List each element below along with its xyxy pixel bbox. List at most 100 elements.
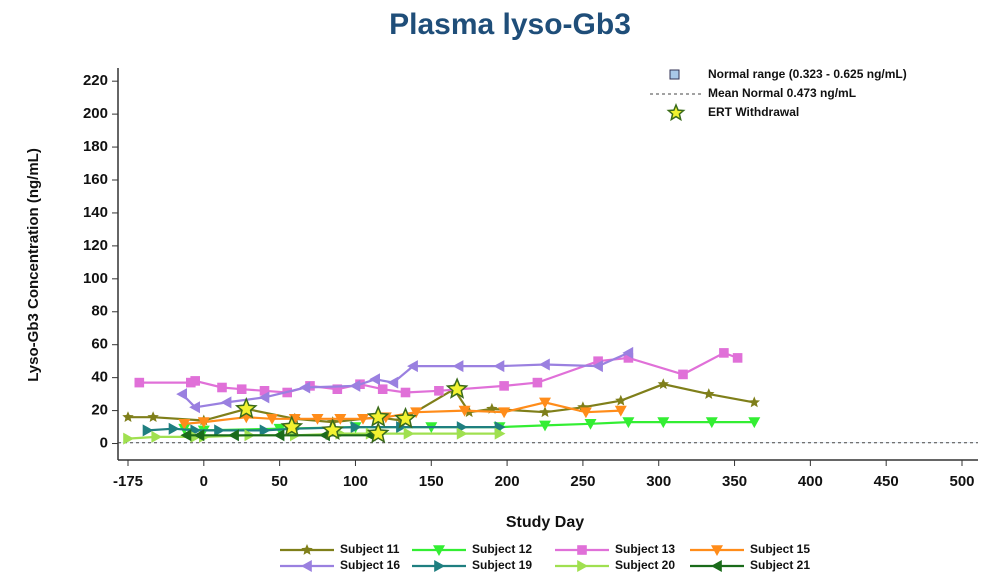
data-point xyxy=(452,360,464,373)
data-point xyxy=(311,414,324,425)
normal-range-band xyxy=(118,442,978,443)
event-marker xyxy=(280,415,304,437)
x-tick-label: 150 xyxy=(419,473,444,490)
data-point xyxy=(273,429,285,442)
data-point xyxy=(147,411,159,422)
data-point xyxy=(499,381,509,391)
data-point xyxy=(193,429,205,442)
legend-label: Subject 11 xyxy=(340,542,400,556)
data-point xyxy=(657,378,669,390)
x-tick-label: 400 xyxy=(798,473,823,490)
data-point xyxy=(217,382,227,393)
data-point xyxy=(178,419,191,430)
legend-label: Subject 20 xyxy=(615,558,675,572)
data-point xyxy=(539,397,551,409)
data-point xyxy=(614,405,627,417)
data-point xyxy=(732,353,743,363)
legend-swatch xyxy=(669,69,680,80)
data-point xyxy=(622,346,634,359)
data-point xyxy=(622,417,635,429)
data-point xyxy=(400,387,411,398)
x-tick-label: 100 xyxy=(343,473,368,490)
legend-label: Mean Normal 0.473 ng/mL xyxy=(708,86,856,100)
data-point xyxy=(410,407,423,419)
data-point xyxy=(387,376,399,389)
data-point xyxy=(377,384,388,394)
data-point xyxy=(703,388,715,399)
data-point xyxy=(122,411,134,422)
data-point xyxy=(236,384,247,394)
data-point xyxy=(190,376,200,386)
data-point xyxy=(180,429,192,442)
data-point xyxy=(168,422,180,435)
y-tick-label: 100 xyxy=(83,270,108,287)
y-tick-label: 60 xyxy=(91,336,108,353)
legend-label: Subject 13 xyxy=(615,542,675,556)
data-point xyxy=(539,420,551,432)
y-tick-label: 200 xyxy=(83,105,108,122)
y-tick-label: 120 xyxy=(83,237,108,254)
data-point xyxy=(592,360,603,373)
data-point xyxy=(189,401,200,414)
legend-label: Normal range (0.323 - 0.625 ng/mL) xyxy=(708,67,907,81)
data-point xyxy=(719,348,729,358)
data-point xyxy=(266,414,279,425)
data-point xyxy=(197,417,210,429)
y-tick-label: 180 xyxy=(83,138,108,155)
data-point xyxy=(134,377,145,388)
data-point xyxy=(407,360,418,373)
x-axis-label: Study Day xyxy=(506,514,584,531)
data-point xyxy=(214,424,225,437)
data-point xyxy=(142,424,154,437)
data-point xyxy=(334,414,347,425)
data-point xyxy=(615,394,627,406)
chart-title: Plasma lyso-Gb3 xyxy=(389,8,631,41)
legend-label: Subject 12 xyxy=(472,542,532,556)
legend-swatch xyxy=(301,544,313,555)
event-marker xyxy=(366,421,390,444)
event-marker xyxy=(234,396,258,419)
legend-swatch xyxy=(711,545,723,556)
data-point xyxy=(494,427,506,440)
data-point xyxy=(748,417,761,429)
x-tick-label: 300 xyxy=(646,473,671,490)
data-point xyxy=(493,360,505,373)
data-point xyxy=(456,427,468,440)
data-point xyxy=(369,373,380,386)
event-marker xyxy=(321,418,345,440)
data-point xyxy=(151,430,163,443)
data-point xyxy=(349,379,361,392)
x-tick-label: 500 xyxy=(949,473,974,490)
x-tick-label: 200 xyxy=(495,473,520,490)
legend-swatch xyxy=(434,560,445,572)
data-point xyxy=(579,407,592,419)
x-tick-label: -175 xyxy=(113,473,143,490)
legend-label: Subject 15 xyxy=(750,542,810,556)
y-tick-label: 0 xyxy=(100,434,108,451)
series-line xyxy=(147,426,500,432)
x-tick-label: 0 xyxy=(200,473,208,490)
data-point xyxy=(705,417,718,429)
data-point xyxy=(539,358,550,371)
y-tick-label: 40 xyxy=(91,369,108,386)
y-tick-label: 160 xyxy=(83,171,108,188)
data-point xyxy=(220,396,232,409)
legend-swatch xyxy=(577,560,588,572)
data-point xyxy=(678,369,688,380)
legend-swatch xyxy=(711,560,722,572)
data-point xyxy=(190,430,202,443)
legend-swatch xyxy=(301,560,312,572)
data-point xyxy=(657,417,670,429)
x-tick-label: 450 xyxy=(874,473,899,490)
data-point xyxy=(539,406,551,418)
legend-swatch xyxy=(577,545,587,555)
legend-swatch xyxy=(433,545,445,556)
data-point xyxy=(458,405,471,417)
y-tick-label: 140 xyxy=(83,204,108,221)
y-axis-label: Lyso-Gb3 Concentration (ng/mL) xyxy=(25,148,42,382)
x-tick-label: 250 xyxy=(570,473,595,490)
legend-label: Subject 19 xyxy=(472,558,532,572)
data-point xyxy=(403,427,415,440)
data-point xyxy=(434,386,444,396)
